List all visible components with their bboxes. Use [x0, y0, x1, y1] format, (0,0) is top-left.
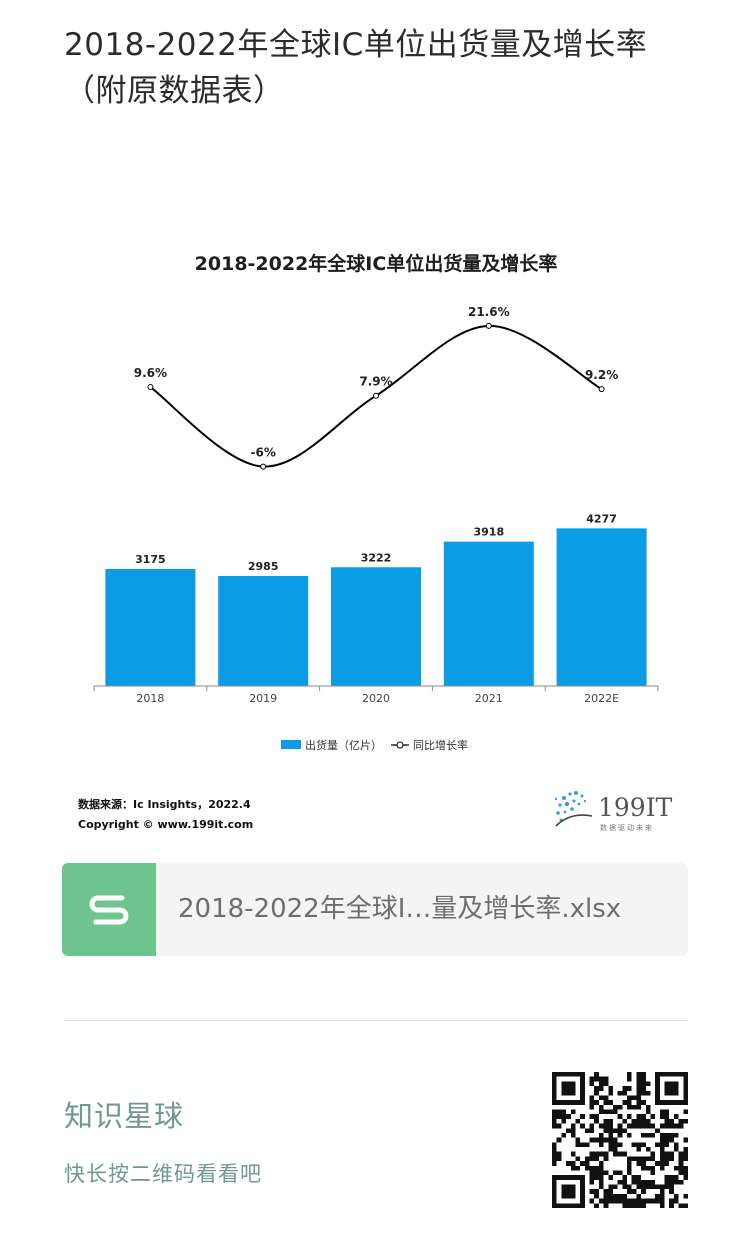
brand-logo: 199IT 数据驱动未来 [554, 791, 673, 832]
x-tick-label: 2018 [136, 692, 164, 705]
growth-point [485, 322, 492, 329]
qr-code-icon[interactable] [552, 1072, 688, 1208]
section-divider [64, 1020, 688, 1021]
qr-section-subtitle: 快长按二维码看看吧 [64, 1162, 262, 1186]
x-tick-label: 2019 [249, 692, 277, 705]
source-note: 数据来源：Ic Insights，2022.4 [78, 797, 251, 811]
bar-2018 [105, 569, 196, 686]
legend-line-label: 同比增长率 [413, 738, 468, 752]
spreadsheet-icon [62, 863, 156, 956]
x-tick-label: 2021 [475, 692, 503, 705]
brand-tagline: 数据驱动未来 [600, 823, 654, 832]
growth-label: 9.2% [585, 368, 618, 382]
bars-layer: 3175 2985 3222 3918 4277 [105, 512, 647, 686]
growth-point [147, 384, 154, 391]
x-tick-label: 2020 [362, 692, 390, 705]
bar-value-label: 4277 [586, 512, 617, 525]
x-tick-label: 2022E [584, 692, 619, 705]
x-ticks-layer: 2018 2019 2020 2021 2022E [93, 686, 659, 705]
bar-2020 [331, 567, 421, 686]
growth-label: 21.6% [468, 305, 510, 319]
bar-value-label: 3918 [473, 526, 504, 539]
growth-label: 7.9% [359, 375, 392, 389]
brand-name: 199IT [598, 793, 673, 822]
legend-line-marker [396, 741, 404, 749]
chart-image[interactable]: 2018-2022年全球IC单位出货量及增长率 3175 2985 3222 3918… [64, 228, 688, 848]
bar-value-label: 3222 [361, 551, 392, 564]
bar-value-label: 2985 [248, 560, 279, 573]
attachment-card[interactable]: 2018-2022年全球I…量及增长率.xlsx [62, 863, 688, 956]
brand-dots-icon [554, 791, 587, 822]
page-title: 2018-2022年全球IC单位出货量及增长率（附原数据表） [64, 27, 648, 109]
copyright-note: Copyright © www.199it.com [78, 818, 253, 831]
growth-line-layer: 9.6% -6% 7.9% 21.6% 9.2% [134, 305, 618, 470]
bar-2019 [218, 576, 309, 686]
legend-bar-swatch [281, 740, 301, 749]
bar-2021 [443, 541, 534, 686]
qr-section-title: 知识星球 [64, 1099, 185, 1133]
brand-arc-icon [555, 814, 593, 827]
growth-point [260, 463, 267, 470]
growth-label: -6% [251, 446, 276, 460]
legend-bar-label: 出货量（亿片） [305, 738, 382, 752]
chart-svg: 2018-2022年全球IC单位出货量及增长率 3175 2985 3222 3918… [78, 252, 673, 832]
chart-title: 2018-2022年全球IC单位出货量及增长率 [195, 252, 558, 275]
growth-label: 9.6% [134, 366, 167, 380]
growth-point [373, 392, 379, 399]
bar-value-label: 3175 [135, 553, 166, 566]
growth-point [598, 386, 605, 393]
bar-2022E [556, 528, 647, 686]
attachment-filename[interactable]: 2018-2022年全球I…量及增长率.xlsx [178, 894, 622, 924]
